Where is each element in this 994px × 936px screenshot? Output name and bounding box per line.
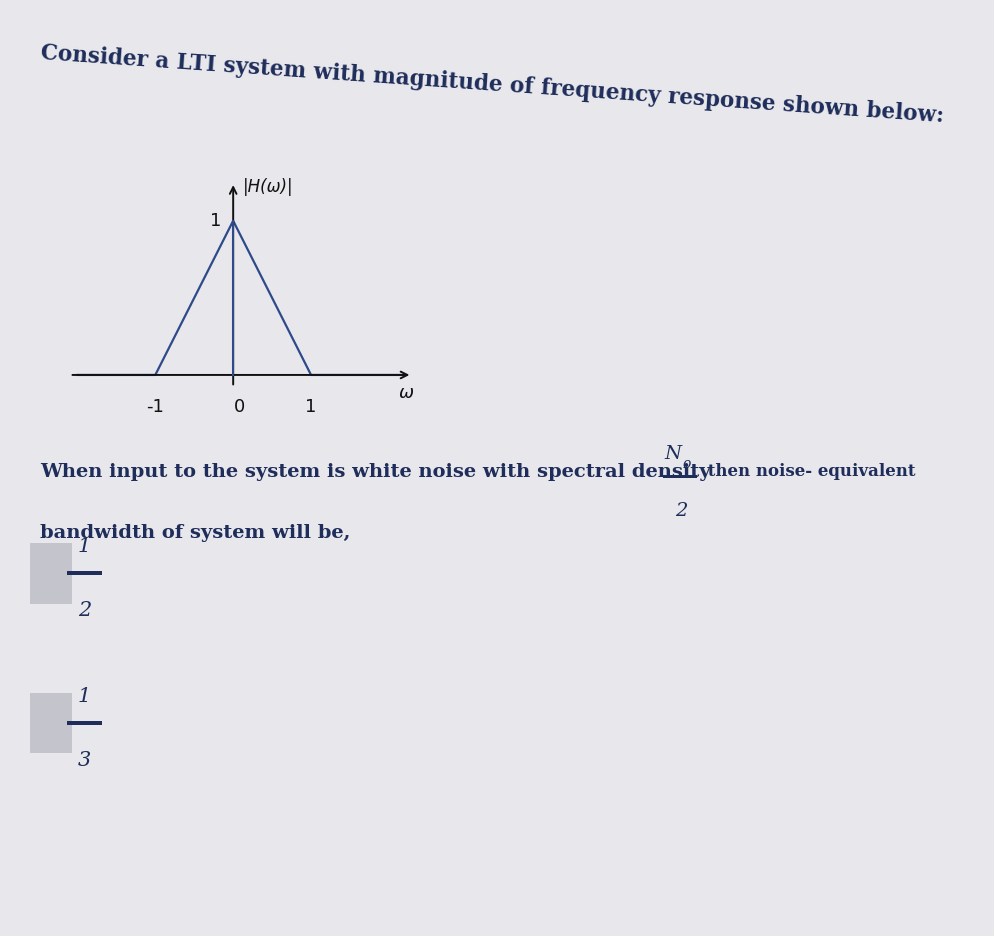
Text: When input to the system is white noise with spectral density: When input to the system is white noise … (40, 463, 717, 481)
Text: o: o (682, 457, 690, 471)
Text: -1: -1 (146, 398, 164, 417)
Text: 1: 1 (78, 687, 91, 706)
Text: then noise- equivalent: then noise- equivalent (702, 463, 915, 480)
Text: 1: 1 (305, 398, 316, 417)
Text: 2: 2 (674, 502, 686, 519)
Text: 1: 1 (78, 537, 91, 556)
Text: 0: 0 (234, 398, 245, 417)
Text: N: N (664, 446, 681, 463)
Text: |H(ω)|: |H(ω)| (243, 178, 293, 196)
Text: bandwidth of system will be,: bandwidth of system will be, (40, 524, 350, 542)
Text: 2: 2 (78, 602, 91, 621)
Text: ω: ω (398, 385, 414, 402)
Text: Consider a LTI system with magnitude of frequency response shown below:: Consider a LTI system with magnitude of … (40, 42, 943, 127)
Text: 3: 3 (78, 751, 91, 770)
Text: 1: 1 (210, 212, 222, 229)
